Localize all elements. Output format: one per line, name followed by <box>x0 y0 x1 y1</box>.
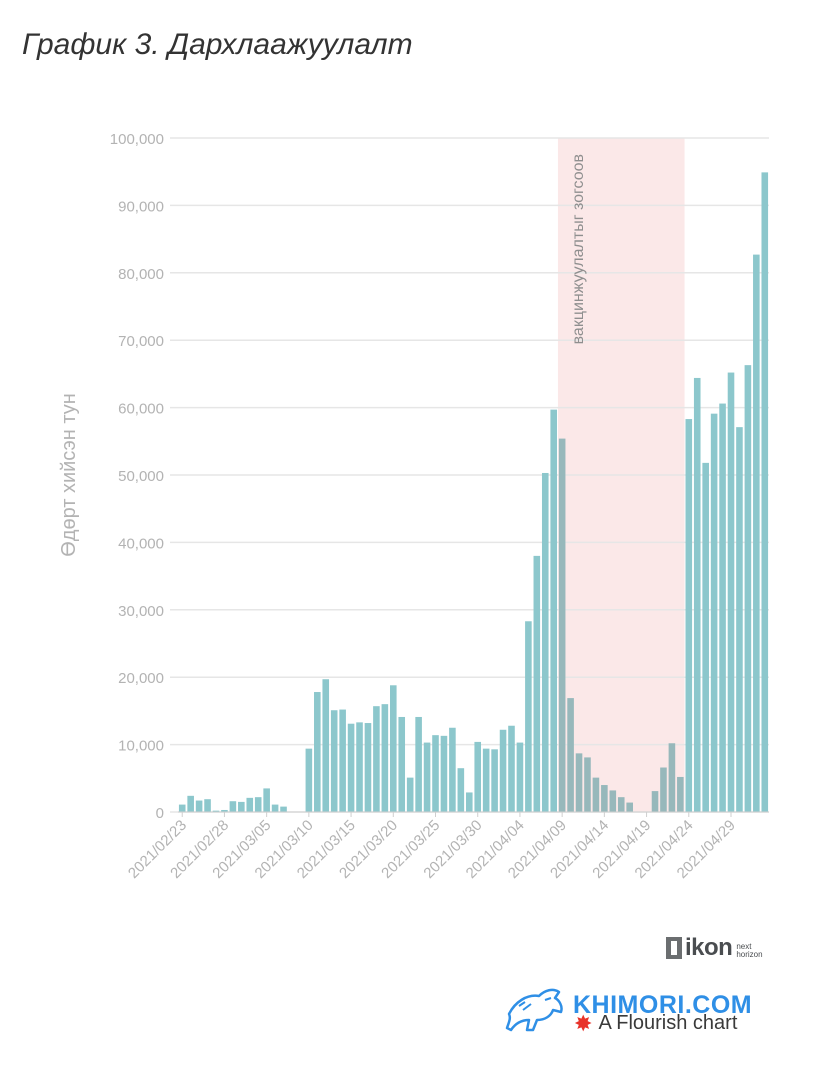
bar <box>592 777 600 812</box>
y-tick-label: 40,000 <box>118 535 164 552</box>
watermark-text: KHIMORI.COM <box>573 990 753 1019</box>
bar <box>280 806 287 812</box>
bar <box>398 716 406 812</box>
bar <box>474 741 482 812</box>
bar <box>516 742 524 812</box>
bar <box>761 172 769 812</box>
bar <box>702 462 709 812</box>
y-tick-label: 30,000 <box>118 603 164 620</box>
y-tick-label: 20,000 <box>118 670 164 687</box>
bar <box>617 797 625 812</box>
bar <box>423 742 431 812</box>
bar <box>677 776 684 812</box>
bar <box>584 757 591 812</box>
bar <box>457 768 465 812</box>
flourish-credit-text: A Flourish chart <box>598 1012 738 1034</box>
bar <box>322 679 330 812</box>
bar <box>238 801 245 812</box>
ikon-logo: ikon next horizon <box>666 934 763 962</box>
bar <box>314 692 321 812</box>
bar <box>195 800 203 812</box>
ikon-logo-text: ikon <box>685 934 733 961</box>
bar <box>482 748 490 812</box>
bar <box>432 735 439 812</box>
flourish-star-icon: ✸ <box>574 1010 593 1036</box>
bar <box>660 767 667 812</box>
bar <box>651 791 659 812</box>
bar <box>541 472 549 812</box>
bar <box>347 723 355 812</box>
bar <box>558 438 566 812</box>
bar <box>710 413 718 812</box>
bar <box>364 723 372 812</box>
ikon-logo-tagline: next horizon <box>736 943 762 959</box>
bar <box>736 427 743 812</box>
bar <box>221 809 228 812</box>
shaded-region-label: вакцинжуулалтыг зогсоов <box>570 154 587 344</box>
bar <box>533 555 541 812</box>
bar <box>449 727 456 812</box>
horse-icon <box>505 988 563 1032</box>
y-tick-label: 10,000 <box>118 738 164 755</box>
bar <box>381 704 389 812</box>
bar <box>753 254 760 813</box>
bar <box>601 785 608 812</box>
y-tick-label: 50,000 <box>118 468 164 485</box>
y-tick-label: 60,000 <box>118 401 164 418</box>
bar <box>187 795 194 812</box>
bar <box>305 748 313 812</box>
ikon-tag-line-2: horizon <box>736 950 763 959</box>
bar <box>254 797 262 812</box>
y-tick-label: 0 <box>156 805 164 822</box>
bar <box>246 797 254 812</box>
bar <box>229 801 237 812</box>
y-tick-label: 80,000 <box>118 266 164 283</box>
bar <box>356 722 363 812</box>
bar <box>212 810 220 812</box>
bar <box>626 802 633 812</box>
bar <box>440 735 448 812</box>
bar <box>693 377 701 812</box>
bar <box>373 706 380 812</box>
bar <box>744 365 752 812</box>
bar <box>499 729 507 812</box>
bar <box>668 743 676 812</box>
bar <box>719 403 726 812</box>
bar <box>508 725 515 812</box>
y-tick-label: 90,000 <box>118 198 164 215</box>
bar <box>491 749 498 812</box>
bar <box>609 790 617 812</box>
bar <box>271 804 279 812</box>
bar <box>525 621 532 812</box>
bar <box>685 419 693 812</box>
ikon-logo-icon <box>666 937 682 959</box>
bar <box>390 685 397 812</box>
y-tick-label: 100,000 <box>110 131 164 148</box>
bar <box>727 372 735 812</box>
bar <box>204 799 211 812</box>
bar <box>406 777 414 812</box>
y-axis-label: Өдөрт хийсэн тун <box>58 393 80 557</box>
bar <box>263 788 270 812</box>
bar <box>550 409 557 812</box>
bar <box>465 792 473 812</box>
chart-title: График 3. Дархлаажуулалт <box>22 28 413 61</box>
khimori-watermark: KHIMORI.COM <box>505 984 752 1036</box>
flourish-credit[interactable]: ✸ A Flourish chart <box>574 1012 737 1035</box>
bar <box>339 709 346 812</box>
bar <box>178 804 186 812</box>
ikon-tag-line-1: next <box>736 942 752 951</box>
bar <box>575 753 583 812</box>
y-tick-label: 70,000 <box>118 333 164 350</box>
bar <box>415 716 422 812</box>
bar <box>330 710 338 812</box>
bar <box>567 698 574 812</box>
